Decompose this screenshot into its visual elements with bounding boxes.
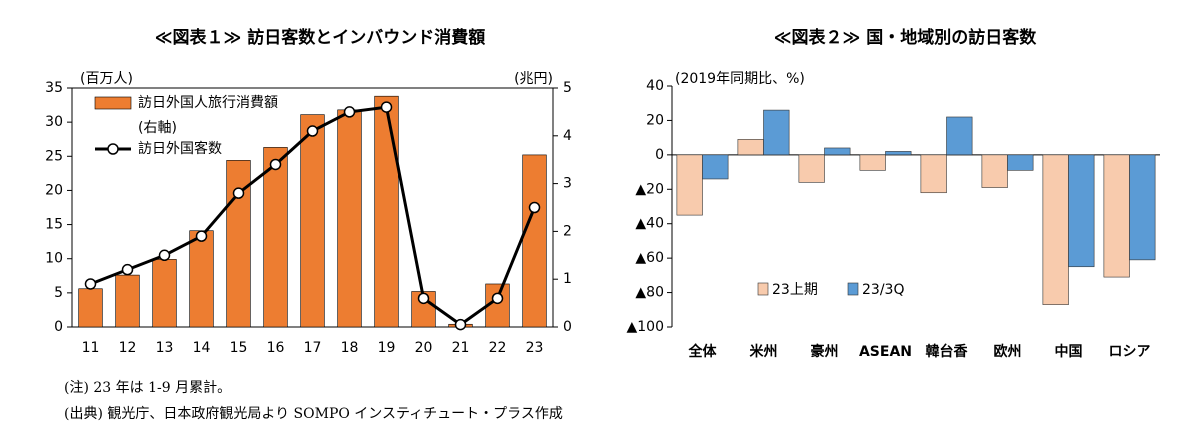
legend-swatch [847, 282, 859, 296]
marker [306, 125, 319, 137]
bar [300, 114, 325, 328]
y-tick-label: 20 [646, 112, 664, 128]
y2-tick-label: 4 [563, 128, 572, 144]
x-tick-label: 15 [230, 340, 248, 356]
x-tick-label: ASEAN [859, 344, 912, 360]
bar [263, 147, 288, 328]
marker [528, 201, 541, 214]
y-tick-label: 20 [45, 182, 63, 198]
bar [78, 288, 103, 328]
x-tick-label: 米州 [750, 343, 778, 360]
marker [343, 106, 356, 118]
x-tick-label: 16 [267, 340, 285, 356]
bar [763, 109, 790, 156]
x-tick-label: 中国 [1055, 343, 1083, 360]
y2-axis-label: (兆円) [514, 71, 553, 87]
bar [337, 109, 362, 328]
bar [374, 95, 399, 328]
x-tick-label: 11 [82, 340, 100, 356]
x-tick-label: 12 [119, 340, 137, 356]
x-tick-label: 欧州 [994, 343, 1022, 360]
marker [195, 230, 208, 242]
y2-tick-label: 5 [563, 80, 572, 96]
bar [115, 274, 140, 328]
x-tick-label: 18 [341, 340, 359, 356]
y-tick-label: ▲20 [635, 181, 664, 197]
y-axis-label: (百万人) [80, 71, 133, 87]
bar [702, 154, 729, 180]
marker [417, 292, 430, 305]
marker [269, 158, 282, 171]
y-tick-label: 10 [45, 251, 63, 267]
bar [1103, 154, 1130, 278]
note: (出典) 観光庁、日本政府観光局より SOMPO インスティチュート・プラス作成 [64, 405, 563, 422]
marker [380, 101, 393, 113]
legend-label: 訪日外国客数 [138, 140, 222, 157]
bar [981, 154, 1008, 188]
bar [676, 154, 703, 216]
bar [1129, 154, 1156, 261]
y-tick-label: 30 [45, 114, 63, 130]
x-tick-label: 13 [156, 340, 174, 356]
note: (注) 23 年は 1-9 月累計。 [64, 380, 231, 396]
bar [737, 139, 764, 156]
bar [824, 147, 851, 156]
y2-tick-label: 2 [563, 223, 572, 239]
x-tick-label: 20 [415, 340, 433, 356]
bar [920, 154, 947, 194]
y-tick-label: ▲40 [635, 216, 664, 232]
x-tick-label: 21 [452, 340, 470, 356]
bar [859, 154, 886, 171]
y-tick-label: 15 [45, 217, 63, 233]
bar [152, 259, 177, 328]
marker [121, 263, 134, 276]
y-tick-label: 0 [54, 319, 63, 335]
y-axis-label: (2019年同期比、%) [675, 71, 805, 87]
x-tick-label: 全体 [688, 343, 718, 360]
bar [1007, 154, 1034, 171]
x-tick-label: 韓台香 [926, 343, 969, 360]
y-tick-label: 40 [646, 78, 664, 94]
y-tick-label: 0 [655, 147, 664, 163]
legend-note: (右軸) [138, 120, 177, 136]
legend-label: 23/3Q [862, 282, 904, 298]
y-tick-label: ▲80 [635, 285, 664, 301]
bar [1042, 154, 1069, 305]
bar [946, 116, 973, 156]
x-tick-label: 14 [193, 340, 211, 356]
x-tick-label: ロシア [1109, 344, 1151, 360]
y2-tick-label: 0 [563, 319, 572, 335]
marker [232, 187, 245, 199]
y-tick-label: 5 [54, 285, 63, 301]
bar [189, 230, 214, 328]
y-tick-label: ▲100 [627, 319, 665, 335]
y2-tick-label: 1 [563, 271, 572, 287]
x-tick-label: 19 [378, 340, 396, 356]
x-tick-label: 23 [526, 340, 544, 356]
bar [522, 154, 547, 328]
marker [491, 292, 504, 305]
marker [454, 318, 467, 331]
y-tick-label: 35 [45, 80, 63, 96]
marker [158, 249, 171, 262]
y2-tick-label: 3 [563, 176, 572, 192]
x-tick-label: 22 [489, 340, 507, 356]
bar [1068, 154, 1095, 268]
chart-title: ≪図表２≫ 国・地域別の訪日客数 [774, 27, 1038, 48]
y-tick-label: 25 [45, 148, 63, 164]
legend-swatch [757, 282, 769, 296]
legend-swatch [94, 96, 132, 110]
bar [885, 151, 912, 156]
legend-marker [107, 143, 119, 155]
y-tick-label: ▲60 [635, 250, 664, 266]
x-tick-label: 豪州 [811, 343, 839, 360]
bar [798, 154, 825, 183]
legend-label: 23上期 [772, 282, 818, 298]
chart-title: ≪図表１≫ 訪日客数とインバウンド消費額 [155, 27, 486, 48]
x-tick-label: 17 [304, 340, 322, 356]
legend-label: 訪日外国人旅行消費額 [138, 95, 278, 111]
marker [84, 278, 97, 290]
